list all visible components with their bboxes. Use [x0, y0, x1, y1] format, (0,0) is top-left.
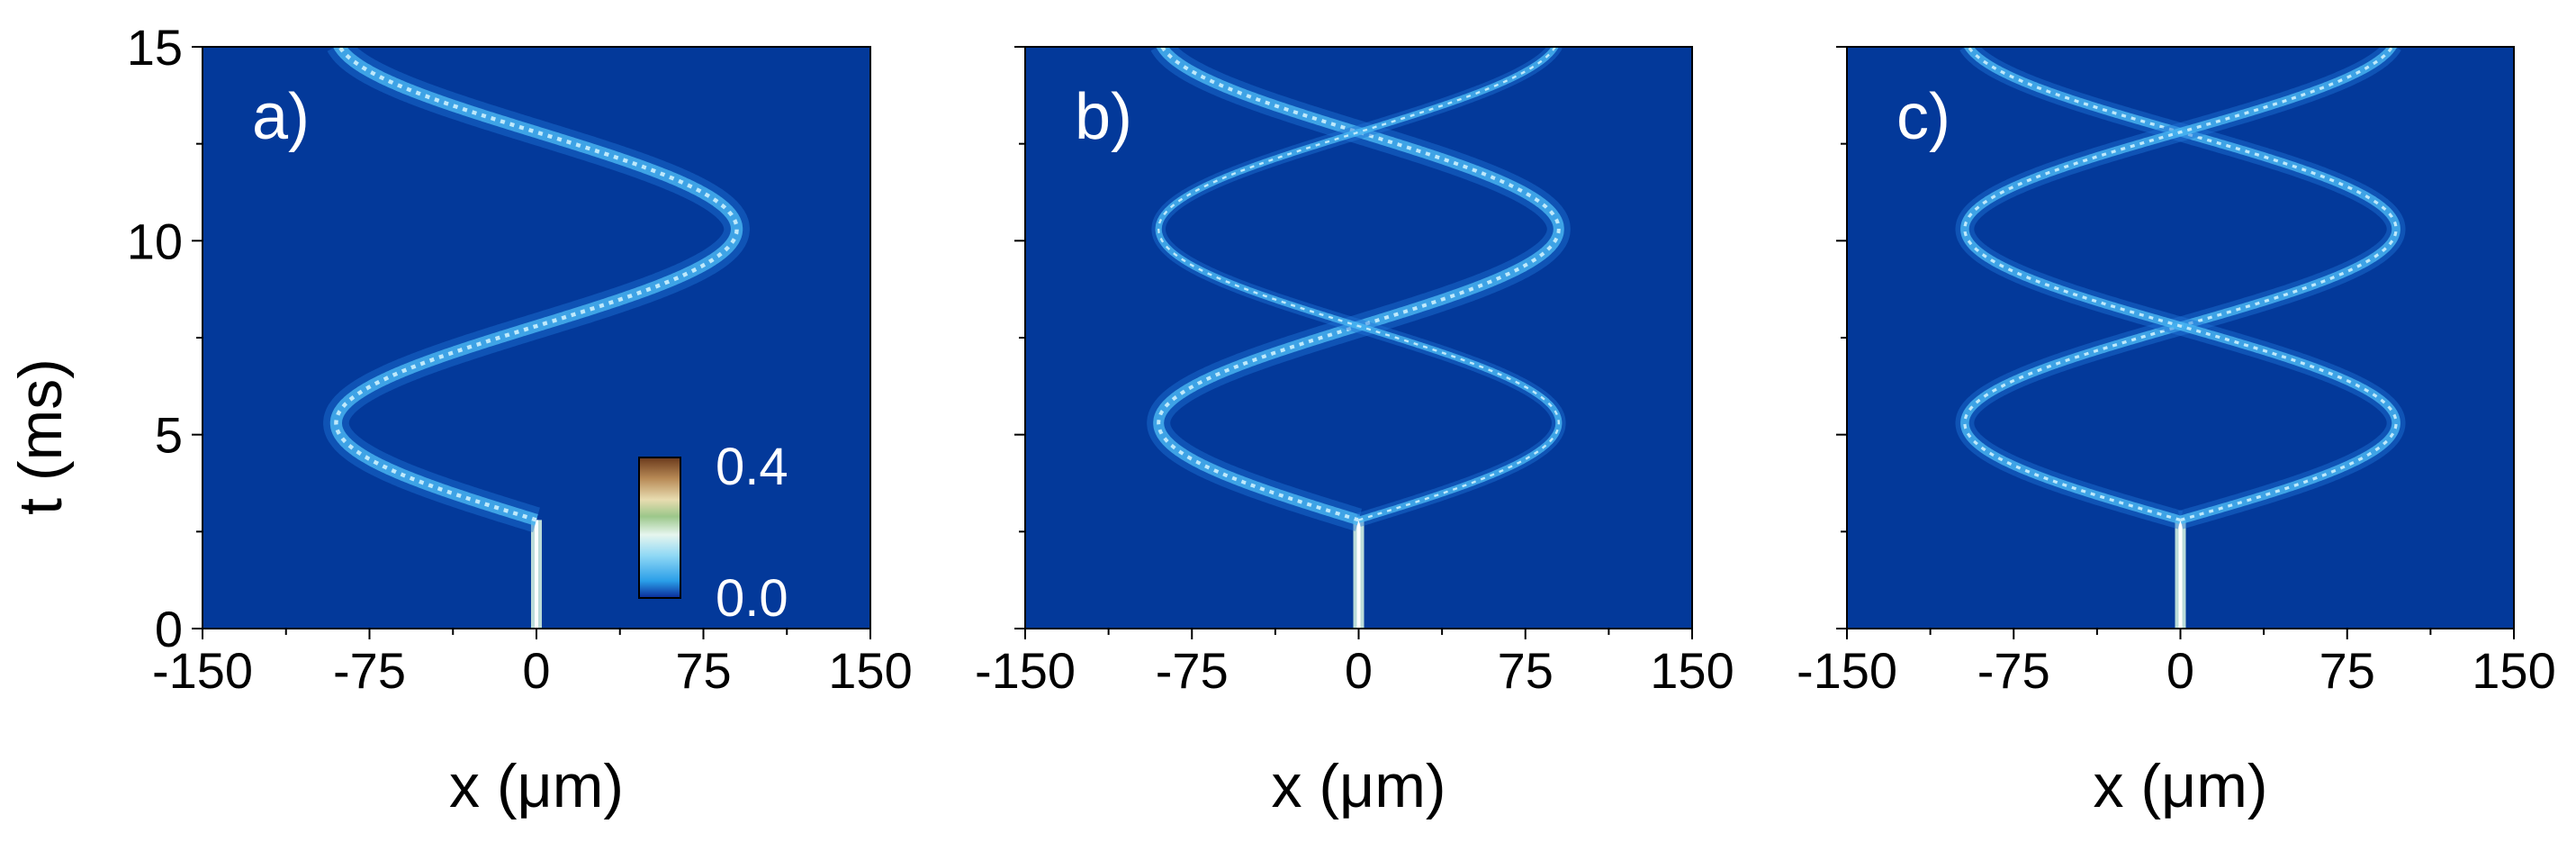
y-tick-label: 10	[127, 213, 183, 269]
x-tick-label: 0	[2166, 642, 2194, 699]
y-tick-label: 0	[155, 601, 183, 657]
panel-0: -150 -75 0 75 150 0 5 10 15 x (μm) a) 0.4 0.0	[127, 19, 913, 820]
panel-2: -150 -75 0 75 150 x (μm) c)	[1797, 46, 2556, 820]
x-axis-label: x (μm)	[2093, 752, 2267, 820]
panels: -150 -75 0 75 150 0 5 10 15 x (μm) a) 0.4 0.0 -150 -75…	[127, 19, 2556, 820]
density-map	[1955, 47, 2406, 629]
x-tick-label: -75	[1156, 642, 1229, 699]
trajectory-core-0	[1157, 47, 1561, 522]
x-tick-label: -150	[1797, 642, 1897, 699]
x-axis-label: x (μm)	[449, 752, 624, 820]
trajectory-core-1	[1157, 47, 1560, 521]
initial-condensate-core	[535, 520, 538, 629]
colorbar	[638, 457, 681, 599]
y-tick-label: 15	[127, 19, 183, 76]
trajectory-core-0	[1963, 47, 2398, 521]
x-tick-label: -75	[1977, 642, 2050, 699]
panel-1: -150 -75 0 75 150 x (μm) b)	[975, 46, 1734, 820]
density-map	[1147, 47, 1571, 629]
x-tick-label: 150	[828, 642, 912, 699]
x-tick-label: -75	[333, 642, 406, 699]
trajectory-core-1	[1963, 47, 2398, 521]
initial-condensate-core	[2178, 520, 2183, 629]
x-tick-label: -150	[975, 642, 1076, 699]
y-axis-label: t (ms)	[6, 358, 75, 515]
x-tick-label: 75	[2319, 642, 2375, 699]
trajectory-core-0	[334, 47, 739, 522]
x-tick-label: 0	[1345, 642, 1373, 699]
y-tick-label: 5	[155, 407, 183, 464]
x-tick-label: 75	[675, 642, 731, 699]
x-tick-label: -150	[152, 642, 253, 699]
x-tick-label: 150	[2472, 642, 2555, 699]
x-tick-label: 75	[1498, 642, 1554, 699]
x-tick-label: 150	[1650, 642, 1734, 699]
x-axis-label: x (μm)	[1271, 752, 1446, 820]
colorbar-max-label: 0.4	[716, 438, 788, 496]
panel-label: a)	[252, 81, 310, 153]
x-tick-label: 0	[522, 642, 550, 699]
density-map	[323, 47, 750, 629]
panel-label: c)	[1896, 81, 1950, 153]
panel-label: b)	[1075, 81, 1132, 153]
initial-condensate-core	[1356, 520, 1361, 629]
colorbar-min-label: 0.0	[716, 569, 788, 628]
